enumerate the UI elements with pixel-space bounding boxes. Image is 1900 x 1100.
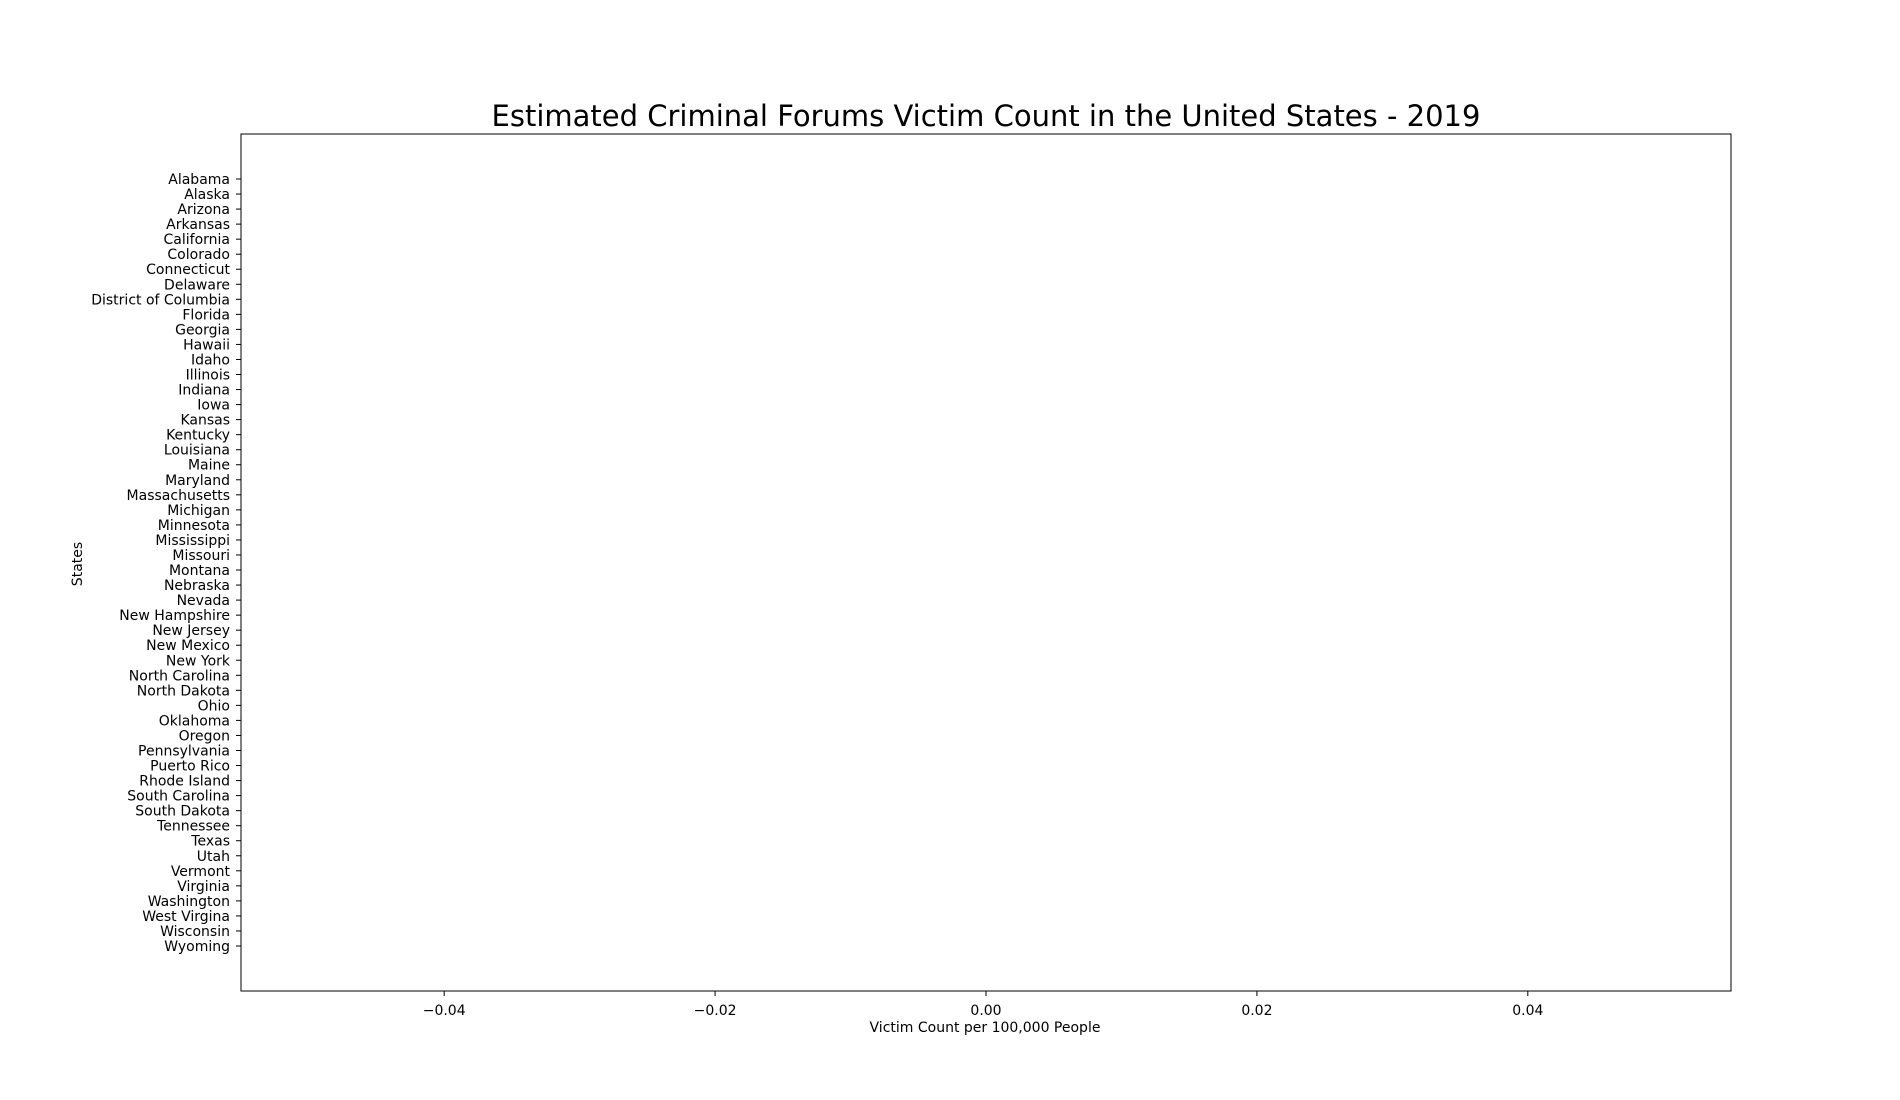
y-tick-label: Michigan [167,503,230,519]
plot-area [240,133,1732,992]
y-tick-label: South Carolina [127,789,230,805]
y-tick-label: Arkansas [166,217,230,233]
y-tick-label: Maryland [165,473,230,489]
y-tick-label: Minnesota [158,518,230,534]
y-tick-label: Virginia [177,879,230,895]
y-tick-label: Kansas [180,413,230,429]
y-tick-label: Oklahoma [159,713,230,729]
y-tick-label: District of Columbia [91,292,230,308]
x-tick-label: 0.04 [1512,1003,1543,1019]
y-tick-label: New York [166,653,231,669]
y-tick-label: New Mexico [146,638,230,654]
y-axis-label: States [70,542,86,586]
y-tick-label: Kentucky [166,428,230,444]
x-tick-label: 0.00 [970,1003,1001,1019]
y-tick-label: Georgia [175,322,230,338]
y-tick-label: Wisconsin [160,924,230,940]
y-tick-label: Delaware [164,277,230,293]
y-tick-label: Louisiana [164,443,230,459]
y-tick-label: Alabama [168,172,230,188]
y-tick-label: Iowa [197,398,230,414]
y-tick-label: Oregon [179,728,230,744]
y-tick-label: California [164,232,230,248]
y-tick-label: New Jersey [152,623,230,639]
y-tick-label: North Carolina [129,668,230,684]
y-tick-label: Hawaii [183,337,230,353]
y-tick-label: Texas [190,834,230,850]
y-tick-label: Puerto Rico [150,759,230,775]
x-tick-label: −0.04 [423,1003,466,1019]
y-tick-label: New Hampshire [119,608,230,624]
x-axis-ticks: −0.04 −0.02 0.00 0.02 0.04 [423,991,1543,1019]
y-tick-label: South Dakota [135,804,230,820]
x-tick-label: −0.02 [694,1003,737,1019]
y-tick-label: Maine [188,458,230,474]
y-tick-label: Illinois [186,368,230,384]
x-axis-label: Victim Count per 100,000 People [870,1020,1101,1036]
y-tick-label: Montana [169,563,230,579]
y-tick-label: Arizona [177,202,230,218]
y-tick-label: Idaho [191,352,230,368]
y-tick-label: West Virgina [142,909,230,925]
y-tick-label: Nebraska [164,578,230,594]
y-tick-label: Tennessee [156,819,230,835]
y-tick-label: Washington [148,894,230,910]
y-tick-label: Mississippi [155,533,230,549]
y-tick-label: Alaska [184,187,230,203]
y-tick-label: Ohio [198,698,230,714]
y-axis-ticks: AlabamaAlaskaArizonaArkansasCaliforniaCo… [91,172,241,955]
y-tick-label: North Dakota [137,683,230,699]
chart-title: Estimated Criminal Forums Victim Count i… [492,99,1481,133]
y-tick-label: Colorado [167,247,230,263]
y-tick-label: Rhode Island [139,774,230,790]
y-tick-label: Utah [197,849,230,865]
x-tick-label: 0.02 [1241,1003,1272,1019]
y-tick-label: Pennsylvania [138,743,230,759]
y-tick-label: Vermont [171,864,231,880]
y-tick-label: Connecticut [146,262,230,278]
y-tick-label: Florida [182,307,230,323]
y-tick-label: Wyoming [164,939,230,955]
y-tick-label: Indiana [178,383,230,399]
y-tick-label: Missouri [172,548,230,564]
y-tick-label: Nevada [177,593,230,609]
y-tick-label: Massachusetts [127,488,230,504]
